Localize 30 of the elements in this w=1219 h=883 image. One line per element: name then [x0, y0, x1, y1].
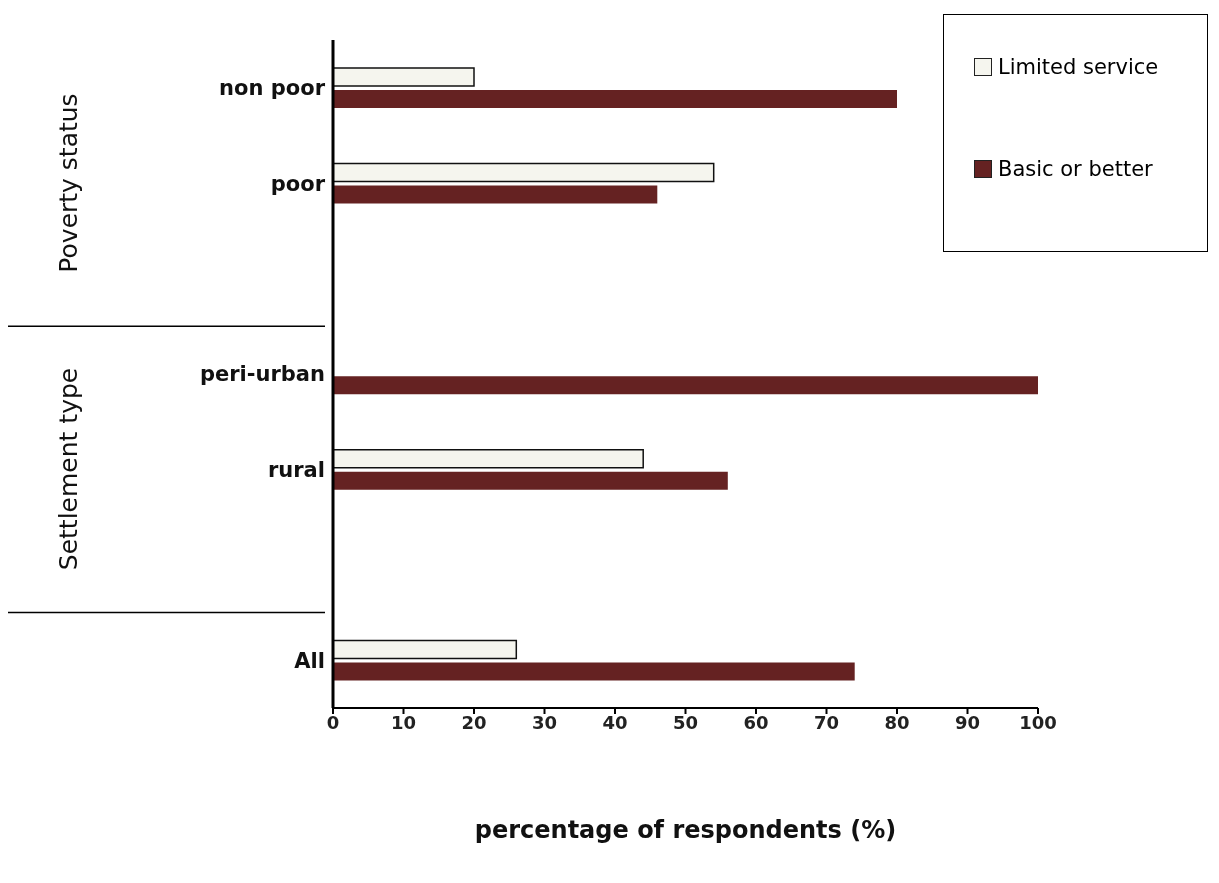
x-tick-label: 10 [390, 711, 417, 733]
bar [333, 185, 658, 204]
x-tick-label: 100 [1019, 711, 1057, 733]
y-tick-label: poor [270, 171, 326, 196]
legend-label: Limited service [998, 55, 1159, 79]
bar [333, 67, 475, 87]
y-tick-label: rural [267, 457, 325, 482]
bar [333, 162, 715, 183]
legend-label: Basic or better [998, 157, 1153, 181]
x-axis-title: percentage of respondents (%) [474, 816, 897, 844]
x-tick-label: 70 [813, 711, 840, 733]
x-tick-label: 60 [743, 711, 769, 733]
bar [333, 471, 728, 490]
x-tick-label: 50 [672, 711, 699, 733]
bar [333, 639, 518, 660]
bar [333, 662, 855, 681]
bar [333, 376, 1038, 395]
bar [333, 90, 897, 108]
text: Poverty status [53, 93, 83, 273]
x-tick-label: 20 [461, 711, 487, 733]
bar [333, 448, 644, 469]
x-tick-label: 0 [326, 711, 340, 733]
x-tick-label: 80 [884, 711, 910, 733]
y-tick-label: peri-urban [199, 362, 325, 387]
x-tick-label: 30 [531, 711, 558, 733]
text: Settlement type [53, 368, 83, 571]
y-tick-label: All [294, 648, 325, 673]
x-tick-label: 40 [602, 711, 628, 733]
y-tick-label: non poor [219, 76, 326, 101]
x-tick-label: 90 [954, 711, 981, 733]
